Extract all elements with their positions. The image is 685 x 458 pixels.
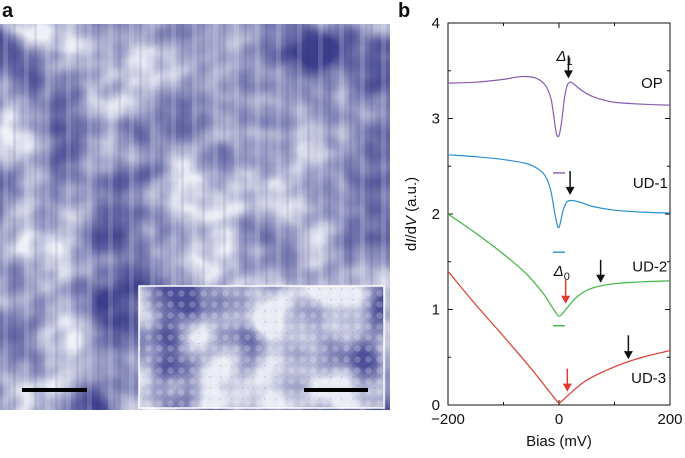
black-arrow-2	[565, 171, 575, 195]
chart-annotations: Δ1 Δ0	[553, 48, 633, 392]
plot-frame	[447, 22, 671, 406]
series-line-op	[447, 75, 671, 138]
red-arrow-2-head	[562, 383, 572, 392]
delta1-label: Δ1	[555, 48, 572, 68]
curve-label-ud-3: UD-3	[631, 370, 666, 387]
x-tick-label: −200	[431, 411, 465, 428]
red-arrow-1	[561, 278, 571, 304]
red-arrow-2	[562, 368, 572, 392]
scale-bar-main	[22, 388, 87, 392]
black-arrow-3	[596, 259, 606, 283]
panel-label-a: a	[2, 0, 14, 22]
scale-bar-inset	[304, 388, 368, 392]
red-arrow-1-head	[561, 295, 571, 304]
curve-label-ud-2: UD-2	[632, 258, 667, 275]
chart-labels: OP UD-1 UD-2 UD-3	[631, 75, 668, 387]
black-arrow-2-head	[565, 186, 575, 195]
x-axis-title: Bias (mV)	[526, 433, 592, 450]
black-arrow-1	[563, 55, 573, 79]
delta0-label: Δ0	[553, 263, 570, 283]
black-arrow-1-head	[563, 70, 573, 79]
x-tick-label: 0	[555, 411, 563, 428]
stm-topography-image	[0, 24, 390, 410]
series-line-ud-1	[447, 154, 671, 229]
series-line-ud-3	[447, 270, 671, 404]
y-axis-title: dI/dV (a.u.)	[403, 177, 420, 251]
black-arrow-4	[623, 335, 633, 360]
y-tick-label: 0	[432, 397, 440, 414]
black-arrow-4-head	[623, 351, 633, 360]
x-tick-label: 200	[657, 411, 682, 428]
y-tick-label: 3	[432, 111, 440, 128]
series-line-ud-2	[447, 213, 671, 317]
black-arrow-3-head	[596, 274, 606, 283]
curve-label-ud-1: UD-1	[633, 175, 668, 192]
y-tick-label: 2	[432, 206, 440, 223]
y-tick-label: 1	[432, 302, 440, 319]
y-tick-label: 4	[432, 15, 440, 32]
panel-label-b: b	[398, 0, 411, 22]
stm-inset-image	[138, 285, 385, 409]
chart-series	[447, 75, 671, 404]
curve-label-op: OP	[641, 75, 663, 92]
